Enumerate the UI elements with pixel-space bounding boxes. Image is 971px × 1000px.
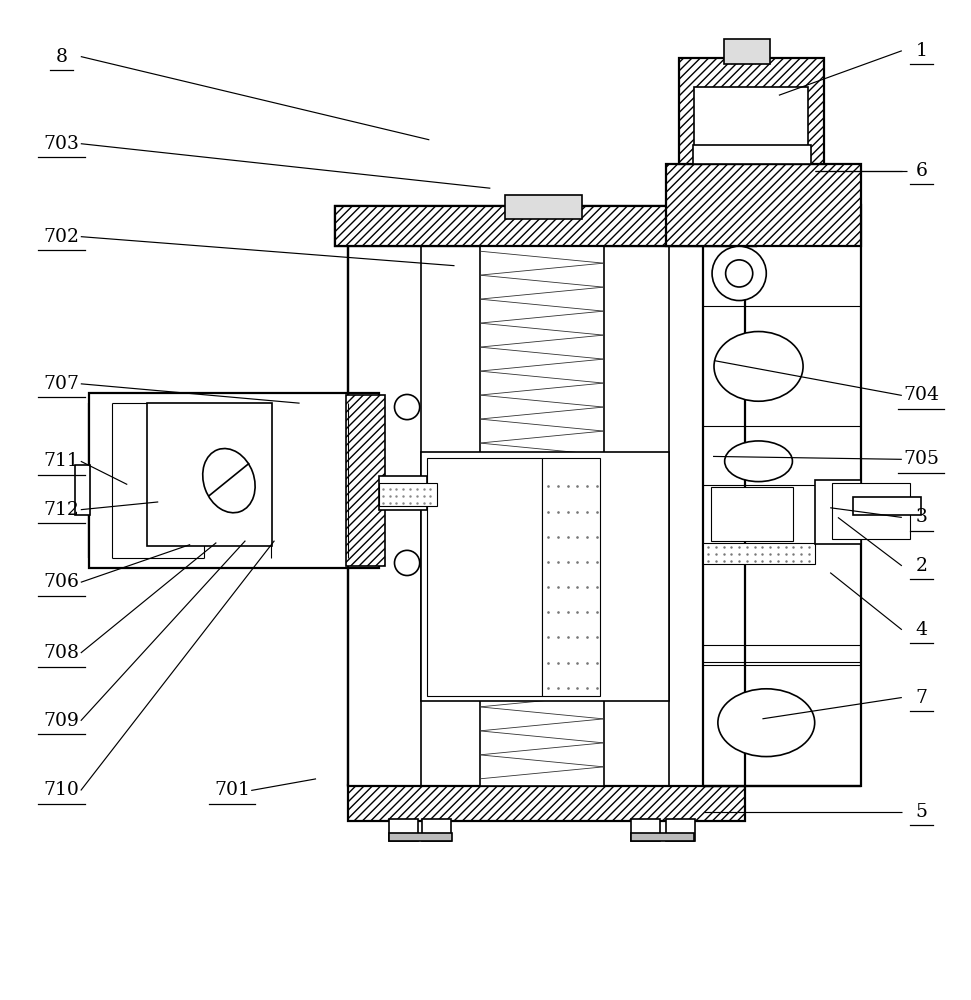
Bar [348,243,420,786]
Ellipse shape [714,332,803,401]
Bar [703,205,861,786]
Text: 7: 7 [916,689,927,707]
Bar [88,393,379,568]
Text: 5: 5 [916,803,927,821]
Bar [420,452,669,701]
Bar [335,206,755,246]
Text: 703: 703 [44,135,80,153]
Bar [711,487,793,541]
Bar [854,497,921,515]
Bar [335,206,755,246]
Text: 709: 709 [44,712,80,730]
Bar [346,395,385,566]
Bar [271,403,348,558]
Text: 2: 2 [916,557,927,575]
Bar [693,87,808,156]
Bar [348,785,745,821]
Bar [348,243,745,786]
Text: 702: 702 [44,228,80,246]
Bar [147,403,273,546]
Text: 708: 708 [44,644,80,662]
Bar [75,465,90,515]
Bar [379,483,437,506]
Text: 710: 710 [44,781,80,799]
Text: 1: 1 [916,42,927,60]
Bar [832,483,910,539]
Bar [421,819,451,841]
Bar [631,819,659,841]
Text: 4: 4 [916,621,927,639]
Bar [679,58,824,164]
Bar [88,403,112,558]
Bar [388,819,418,841]
Bar [703,662,861,786]
Text: 712: 712 [44,501,80,519]
Bar [505,195,583,219]
Ellipse shape [724,441,792,482]
Bar [703,543,815,564]
Circle shape [712,246,766,301]
Text: 704: 704 [903,386,939,404]
Circle shape [394,394,419,420]
Bar [631,833,693,841]
Circle shape [725,260,753,287]
Ellipse shape [718,689,815,757]
Bar [379,476,427,510]
Bar [665,164,861,246]
Bar [669,243,745,786]
Ellipse shape [203,449,255,513]
Text: 705: 705 [903,450,939,468]
Bar [698,93,803,151]
Text: 706: 706 [44,573,80,591]
Bar [665,819,694,841]
Text: 8: 8 [55,48,67,66]
Bar [427,458,542,696]
Circle shape [394,550,419,576]
Bar [112,403,204,558]
Bar [815,480,861,544]
Bar [692,145,811,164]
Text: 3: 3 [916,508,927,526]
Bar [723,39,770,64]
Bar [480,243,604,786]
Text: 711: 711 [44,452,80,470]
Text: 701: 701 [214,781,250,799]
Bar [388,833,452,841]
Text: 6: 6 [916,162,927,180]
Bar [542,458,600,696]
Text: 707: 707 [44,375,80,393]
